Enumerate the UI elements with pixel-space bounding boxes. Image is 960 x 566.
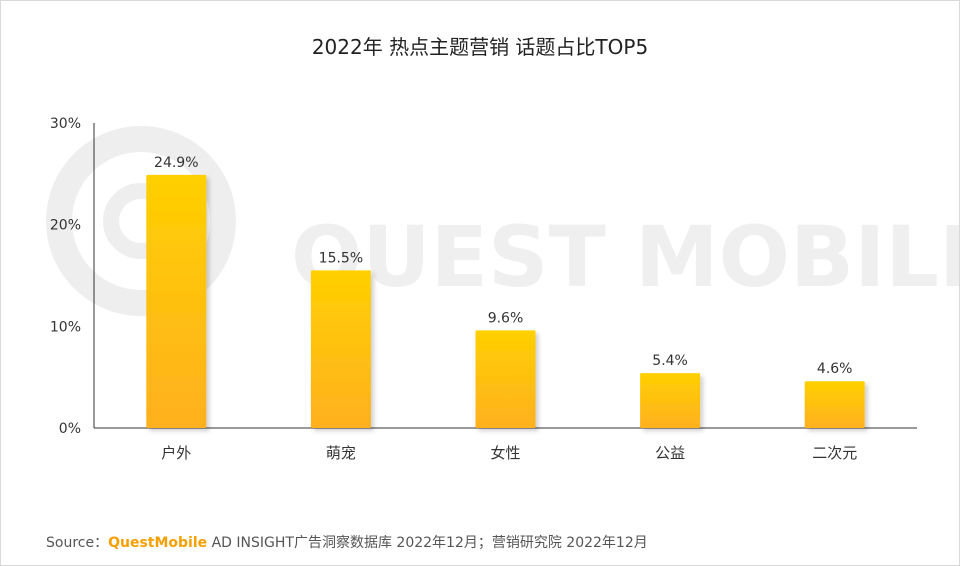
bar-value-label: 5.4% <box>652 353 688 369</box>
watermark-text: QUEST MOBILE <box>291 208 959 306</box>
bar <box>146 174 207 428</box>
bar-value-label: 15.5% <box>319 250 363 266</box>
watermark-logo-ring <box>46 126 236 316</box>
y-tick-label: 20% <box>50 218 81 234</box>
chart-title: 2022年 热点主题营销 话题占比TOP5 <box>1 31 959 60</box>
bar-value-label: 24.9% <box>154 155 198 171</box>
source-note: Source：QuestMobile AD INSIGHT广告洞察数据库 202… <box>46 532 648 552</box>
y-tick-label: 30% <box>50 116 81 132</box>
source-text: AD INSIGHT广告洞察数据库 2022年12月；营销研究院 2022年12… <box>207 535 648 551</box>
x-tick-label: 二次元 <box>812 444 857 462</box>
x-tick-label: 公益 <box>655 444 685 462</box>
source-brand: QuestMobile <box>108 535 208 551</box>
chart-title-text: 2022年 热点主题营销 话题占比TOP5 <box>311 35 649 59</box>
bar <box>804 381 865 428</box>
source-label: Source： <box>46 535 109 551</box>
x-tick-label: 萌宠 <box>326 444 356 462</box>
bar <box>310 270 371 428</box>
bar-value-label: 9.6% <box>488 310 524 326</box>
x-tick-label: 女性 <box>490 444 520 462</box>
y-tick-label: 10% <box>50 319 81 335</box>
watermark: QUEST MOBILE <box>46 126 959 316</box>
x-tick-label: 户外 <box>161 444 191 462</box>
y-tick-label: 0% <box>59 421 81 437</box>
bar <box>640 373 701 428</box>
bar <box>475 330 536 428</box>
bar-value-label: 4.6% <box>817 361 853 377</box>
